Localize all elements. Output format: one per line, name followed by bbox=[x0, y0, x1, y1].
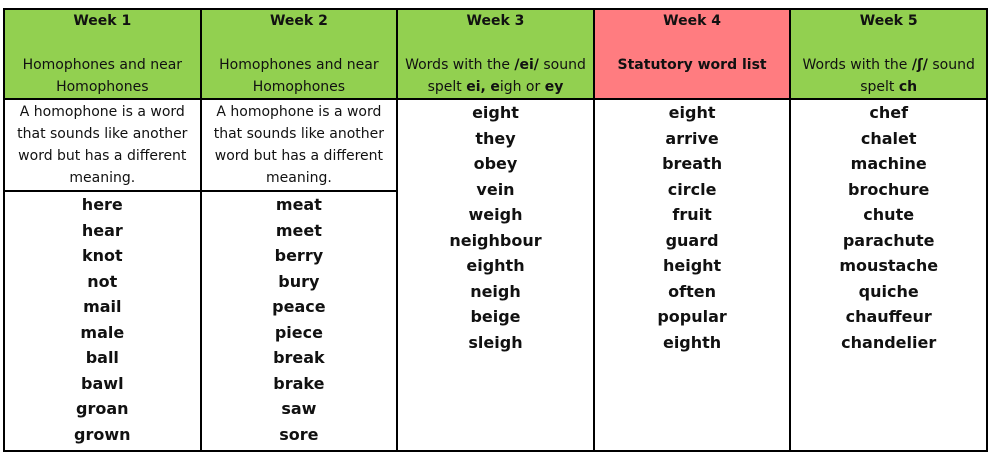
word-item: sleigh bbox=[468, 332, 523, 352]
word-item: saw bbox=[281, 399, 317, 419]
word-item: moustache bbox=[839, 256, 939, 275]
word-item: height bbox=[662, 256, 722, 275]
definition-week-1: A homophone is a word that sounds like a… bbox=[3, 97, 202, 193]
word-item: here bbox=[81, 195, 123, 215]
week-title: Words with the /ei/ sound spelt ei, eigh… bbox=[405, 57, 586, 95]
title-part: e bbox=[490, 79, 500, 95]
word-item: chef bbox=[869, 103, 909, 122]
word-item: weigh bbox=[468, 205, 523, 224]
week-label: Week 1 bbox=[73, 13, 132, 29]
word-item: sore bbox=[279, 424, 319, 444]
word-item: they bbox=[475, 128, 516, 148]
week-title: Statutory word list bbox=[617, 57, 767, 73]
title-part: sound spelt bbox=[427, 57, 586, 95]
word-item: piece bbox=[274, 322, 323, 342]
word-item: knot bbox=[81, 246, 123, 266]
word-item: chute bbox=[863, 205, 915, 224]
word-item: chalet bbox=[860, 128, 917, 148]
header-week-1: Week 1 Homophones and near Homophones bbox=[3, 8, 202, 100]
word-item: vein bbox=[476, 179, 515, 199]
word-item: neigh bbox=[470, 281, 521, 301]
word-item: break bbox=[273, 348, 325, 368]
word-item: parachute bbox=[842, 230, 935, 250]
word-item: circle bbox=[667, 179, 717, 199]
header-week-3: Week 3 Words with the /ei/ sound spelt e… bbox=[396, 8, 595, 100]
word-item: brochure bbox=[848, 179, 930, 199]
header-row: Week 1 Homophones and near Homophones We… bbox=[3, 8, 988, 100]
word-item: often bbox=[668, 281, 716, 301]
word-item: bawl bbox=[81, 373, 124, 393]
title-part: ey bbox=[544, 79, 564, 95]
header-week-5: Week 5 Words with the /ʃ/ sound spelt ch bbox=[789, 8, 988, 100]
word-item: beige bbox=[470, 307, 521, 326]
header-week-4: Week 4 Statutory word list bbox=[592, 8, 792, 100]
title-part: igh or bbox=[499, 79, 545, 95]
word-item: meat bbox=[275, 195, 322, 215]
word-item: mail bbox=[83, 297, 122, 317]
words-week-3: eight they obey vein weigh neighbour eighth nei… bbox=[396, 98, 595, 452]
word-item: groan bbox=[76, 399, 129, 419]
word-item: brake bbox=[273, 373, 325, 393]
week-title: Words with the /ʃ/ sound spelt ch bbox=[803, 57, 975, 95]
word-item: machine bbox=[850, 154, 927, 173]
word-item: obey bbox=[473, 154, 518, 173]
word-item: eight bbox=[668, 103, 716, 122]
word-item: arrive bbox=[665, 128, 719, 148]
word-item: quiche bbox=[858, 281, 919, 301]
word-item: chandelier bbox=[841, 332, 937, 352]
title-part: /ʃ/ bbox=[911, 57, 928, 73]
word-item: berry bbox=[274, 246, 324, 266]
word-item: ball bbox=[85, 348, 119, 368]
word-item: not bbox=[87, 271, 118, 291]
title-part: sound spelt bbox=[860, 57, 975, 95]
word-item: guard bbox=[665, 230, 719, 250]
title-part: Words with the bbox=[802, 57, 912, 73]
word-item: fruit bbox=[672, 205, 712, 224]
title-part: ei, bbox=[466, 79, 486, 95]
words-week-5: chef chalet machine brochure chute parachute m… bbox=[789, 98, 988, 452]
week-label: Week 2 bbox=[269, 13, 328, 29]
definition-row: A homophone is a word that sounds like a… bbox=[3, 97, 988, 452]
word-item: breath bbox=[662, 154, 723, 173]
title-part: /ei/ bbox=[514, 57, 539, 73]
header-week-2: Week 2 Homophones and near Homophones bbox=[199, 8, 399, 100]
word-item: eighth bbox=[662, 332, 722, 352]
word-item: grown bbox=[74, 424, 131, 444]
word-item: eighth bbox=[466, 256, 525, 275]
word-item: chauffeur bbox=[845, 307, 932, 326]
week-label: Week 4 bbox=[663, 13, 721, 29]
word-item: eight bbox=[472, 103, 519, 122]
week-title: Homophones and near Homophones bbox=[22, 57, 183, 95]
title-part: ch bbox=[898, 79, 918, 95]
words-week-1: here hear knot not mail male ball bawl groan grow… bbox=[3, 190, 202, 452]
week-label: Week 3 bbox=[466, 13, 525, 29]
week-title: Homophones and near Homophones bbox=[219, 57, 379, 95]
spelling-table: Week 1 Homophones and near Homophones We… bbox=[3, 8, 988, 452]
words-row: here hear knot not mail male ball bawl groan grow… bbox=[3, 190, 987, 452]
word-item: hear bbox=[81, 220, 123, 240]
word-item: neighbour bbox=[449, 230, 542, 250]
definition-week-2: A homophone is a word that sounds like a… bbox=[199, 97, 399, 193]
word-item: meet bbox=[275, 220, 322, 240]
words-week-4: eight arrive breath circle fruit guard height o… bbox=[592, 98, 792, 452]
word-item: popular bbox=[657, 307, 727, 326]
word-item: peace bbox=[272, 297, 326, 317]
word-item: bury bbox=[278, 271, 320, 291]
title-part: Words with the bbox=[405, 57, 515, 73]
word-item: male bbox=[80, 322, 125, 342]
week-label: Week 5 bbox=[859, 13, 918, 29]
words-week-2: meat meet berry bury peace piece break brake saw… bbox=[199, 190, 399, 452]
